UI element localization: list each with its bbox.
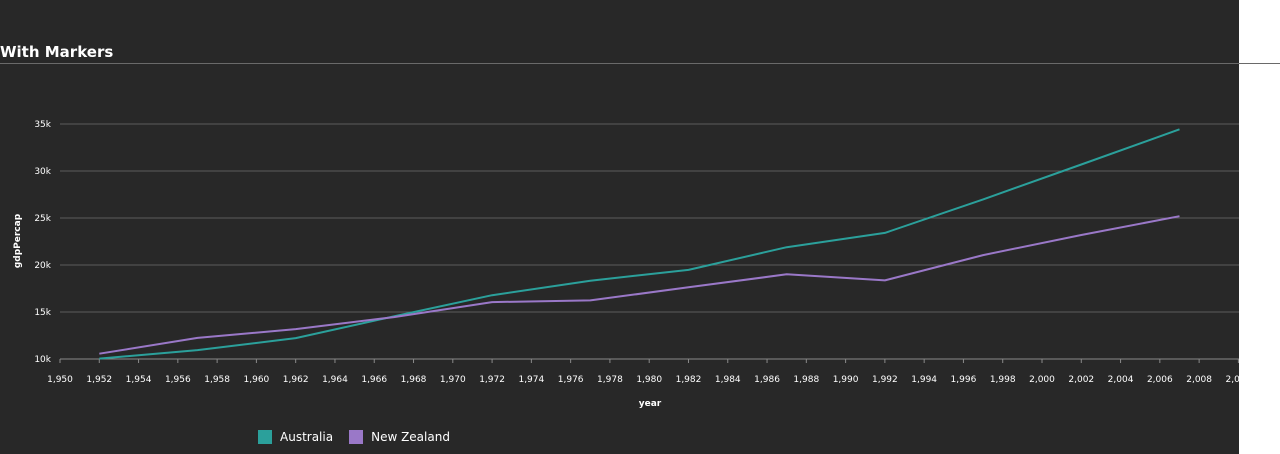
y-tick-label: 10k	[34, 355, 51, 365]
x-tick-label: 1,962	[283, 375, 309, 385]
x-tick-label: 1,972	[479, 375, 505, 385]
x-tick-label: 1,984	[715, 375, 741, 385]
y-tick-label: 30k	[34, 167, 51, 177]
line-chart: 1,950 1,952 1,954 1,956 1,958 1,960 1,962 1,964…	[13, 120, 1239, 409]
y-axis-label: gdpPercap	[13, 213, 23, 268]
x-tick-label: 1,956	[165, 375, 191, 385]
x-tick-label: 1,954	[126, 375, 152, 385]
y-tick-label: 35k	[34, 120, 51, 130]
chart-panel: With Markers 1,950 1,952 1,954 1,956 1,958 1,…	[0, 0, 1239, 454]
x-tick-label: 1,976	[558, 375, 584, 385]
x-tick-label: 2,002	[1068, 375, 1094, 385]
chart-title: With Markers	[0, 43, 114, 61]
x-tick-label: 2,006	[1147, 375, 1173, 385]
x-tick-label: 1,966	[361, 375, 387, 385]
x-tick-label: 1,970	[440, 375, 466, 385]
legend-item-new-zealand[interactable]: New Zealand	[349, 430, 450, 444]
y-axis: 10k 15k 20k 25k 30k 35k	[34, 120, 51, 365]
x-tick-label: 1,952	[86, 375, 112, 385]
x-tick-label: 2,000	[1029, 375, 1055, 385]
x-tick-label: 2,008	[1186, 375, 1212, 385]
x-tick-label: 1,974	[518, 375, 544, 385]
x-tick-label: 1,978	[597, 375, 623, 385]
x-tick-label: 1,986	[754, 375, 780, 385]
x-tick-label: 1,980	[636, 375, 662, 385]
x-tick-label: 1,950	[47, 375, 73, 385]
x-tick-label: 1,982	[676, 375, 702, 385]
legend-item-australia[interactable]: Australia	[258, 430, 333, 444]
x-axis-label: year	[639, 399, 662, 409]
legend-swatch-australia	[258, 430, 272, 444]
legend: Australia New Zealand	[258, 430, 450, 444]
x-axis: 1,950 1,952 1,954 1,956 1,958 1,960 1,962 1,964…	[47, 359, 1239, 385]
y-tick-label: 25k	[34, 214, 51, 224]
series-layer	[99, 128, 1180, 360]
series-line-new-zealand	[99, 215, 1180, 355]
x-tick-label: 1,990	[833, 375, 859, 385]
x-tick-label: 1,968	[401, 375, 427, 385]
x-tick-label: 2,004	[1108, 375, 1134, 385]
x-tick-label: 1,996	[951, 375, 977, 385]
legend-swatch-new-zealand	[349, 430, 364, 444]
x-tick-label: 1,988	[793, 375, 819, 385]
x-tick-label: 1,958	[204, 375, 230, 385]
x-tick-label: 1,960	[244, 375, 270, 385]
legend-label-new-zealand: New Zealand	[371, 430, 450, 444]
title-divider	[0, 63, 1280, 64]
legend-label-australia: Australia	[280, 430, 334, 444]
series-line-australia	[99, 128, 1180, 360]
grid-layer	[60, 123, 1239, 360]
x-tick-label: 2,010	[1226, 375, 1239, 385]
x-tick-label: 1,998	[990, 375, 1016, 385]
x-tick-label: 1,992	[872, 375, 898, 385]
x-tick-label: 1,964	[322, 375, 348, 385]
y-tick-label: 15k	[34, 308, 51, 318]
y-tick-label: 20k	[34, 261, 51, 271]
x-tick-label: 1,994	[911, 375, 937, 385]
